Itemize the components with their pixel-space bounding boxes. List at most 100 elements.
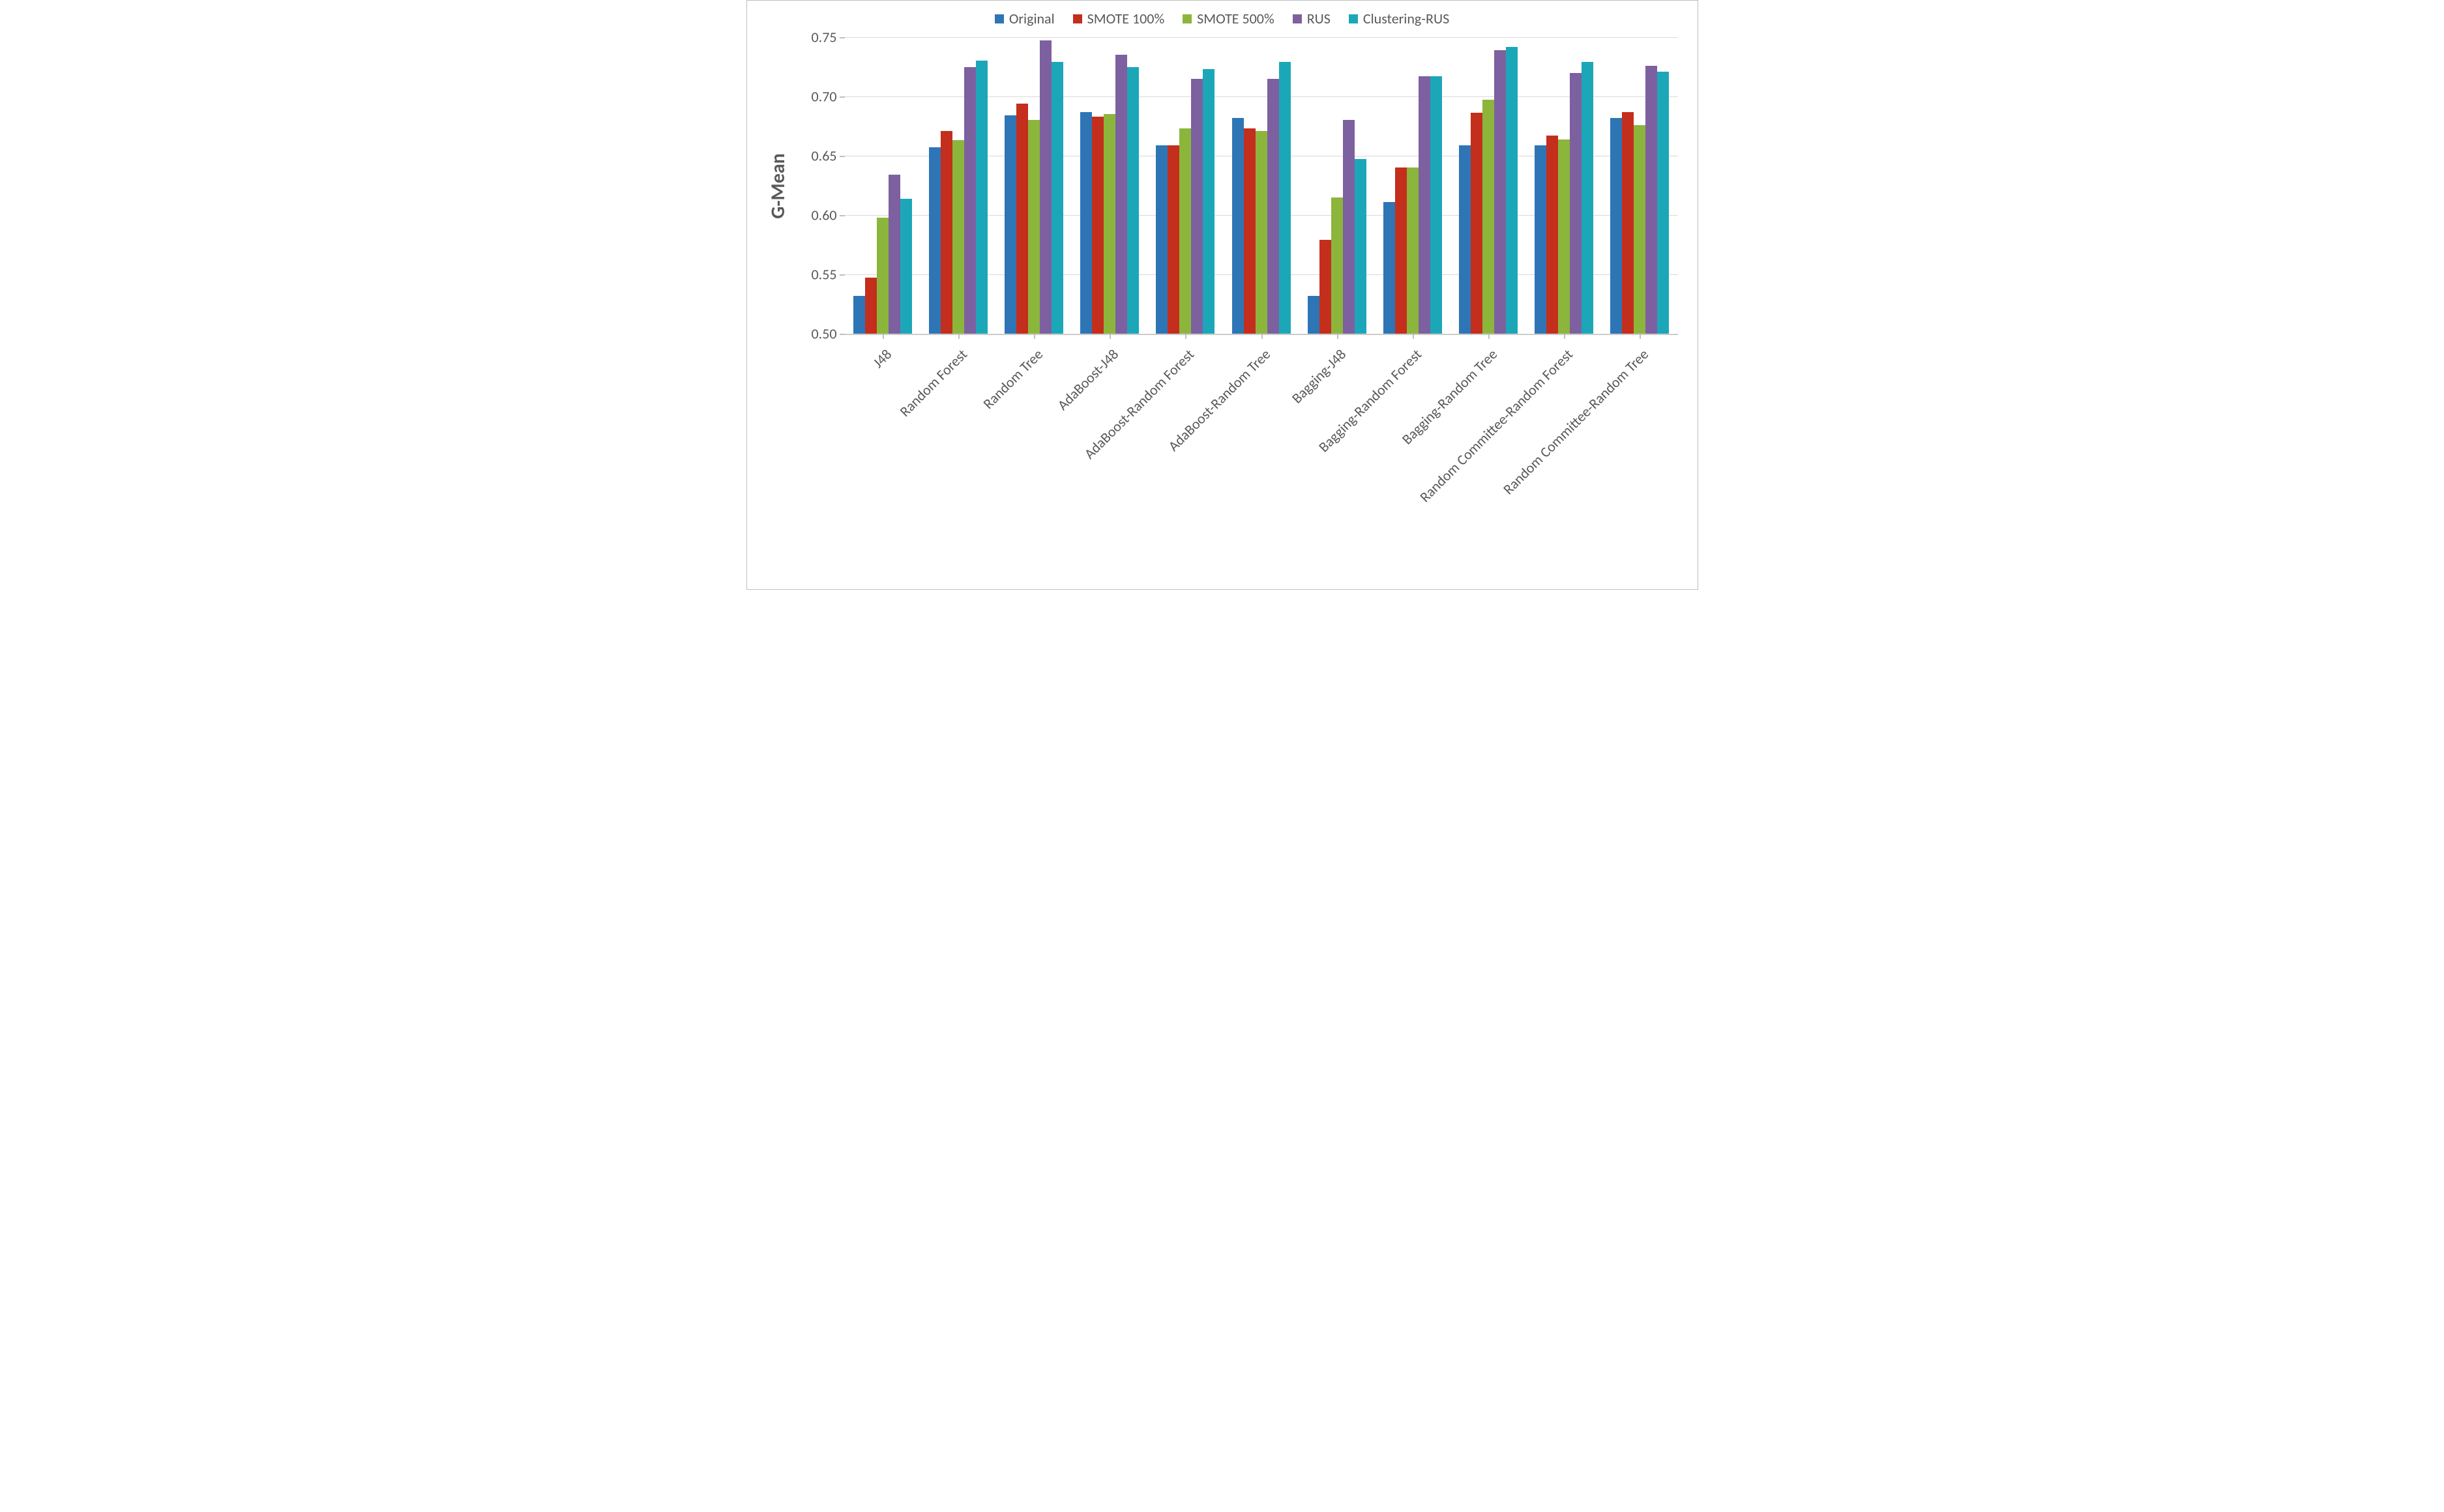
bar-group bbox=[1375, 37, 1450, 334]
legend-label: Clustering-RUS bbox=[1363, 10, 1449, 27]
bar bbox=[1092, 117, 1104, 334]
bar bbox=[1127, 67, 1139, 334]
y-tick-label: 0.50 bbox=[811, 325, 844, 343]
bar bbox=[853, 296, 865, 334]
x-label-slot: Bagging-Random Forest bbox=[1375, 336, 1450, 589]
legend-swatch bbox=[995, 14, 1004, 23]
gmean-chart: Original SMOTE 100% SMOTE 500% RUS Clusterin… bbox=[746, 0, 1698, 590]
x-axis-label: Random Forest bbox=[958, 345, 971, 358]
x-axis-label: Bagging-Random Tree bbox=[1488, 345, 1501, 358]
bar-group bbox=[1526, 37, 1602, 334]
bar bbox=[1256, 131, 1267, 334]
bar bbox=[1459, 145, 1471, 334]
y-tick-label: 0.55 bbox=[811, 266, 844, 284]
bar bbox=[900, 199, 912, 334]
legend-item: Clustering-RUS bbox=[1349, 10, 1449, 27]
bar bbox=[1430, 76, 1442, 334]
y-tick-label: 0.70 bbox=[811, 88, 844, 106]
bar-group bbox=[1602, 37, 1677, 334]
y-tick-label: 0.60 bbox=[811, 207, 844, 224]
bar bbox=[964, 67, 976, 334]
legend-label: RUS bbox=[1307, 10, 1331, 27]
bar bbox=[877, 218, 889, 334]
y-tick-label: 0.75 bbox=[811, 29, 844, 46]
plot-area: 0.500.550.600.650.700.75 bbox=[845, 37, 1678, 335]
x-axis-label: Random Committee-Random Tree bbox=[1640, 345, 1652, 358]
bar bbox=[1232, 118, 1244, 334]
x-label-slot: J48 bbox=[845, 336, 920, 589]
bar bbox=[1494, 50, 1506, 334]
x-axis-label: AdaBoost-J48 bbox=[1110, 345, 1122, 358]
bar bbox=[1052, 62, 1063, 334]
bar bbox=[1308, 296, 1319, 334]
x-axis-label: Bagging-J48 bbox=[1337, 345, 1349, 358]
bar bbox=[865, 278, 877, 334]
x-axis-labels: J48 Random Forest Random Tree AdaBoost-J48 A… bbox=[845, 336, 1678, 589]
x-label-slot: Random Forest bbox=[920, 336, 996, 589]
bar bbox=[1610, 118, 1622, 334]
bar bbox=[1506, 47, 1518, 334]
bar-group bbox=[1450, 37, 1526, 334]
bar bbox=[1279, 62, 1291, 334]
legend-swatch bbox=[1073, 14, 1082, 23]
bar bbox=[1383, 202, 1395, 334]
bar bbox=[941, 131, 952, 334]
bar bbox=[1634, 125, 1645, 334]
bar bbox=[929, 147, 941, 334]
bar bbox=[1179, 128, 1191, 334]
bar bbox=[1331, 197, 1343, 334]
x-label-slot: AdaBoost-J48 bbox=[1072, 336, 1147, 589]
bar-groups bbox=[845, 37, 1678, 334]
x-axis-label: Bagging-Random Forest bbox=[1413, 345, 1425, 358]
bar bbox=[1040, 40, 1052, 334]
x-label-slot: Bagging-J48 bbox=[1299, 336, 1375, 589]
legend-item: RUS bbox=[1293, 10, 1331, 27]
bar bbox=[1558, 139, 1570, 334]
x-label-slot: AdaBoost-Random Tree bbox=[1223, 336, 1299, 589]
bar bbox=[1016, 104, 1028, 334]
bar bbox=[1645, 66, 1657, 334]
bar bbox=[1570, 73, 1582, 334]
bar bbox=[1657, 72, 1669, 334]
legend-swatch bbox=[1349, 14, 1358, 23]
x-label-slot: Random Committee-Random Tree bbox=[1602, 336, 1677, 589]
bar bbox=[1546, 136, 1558, 334]
bar bbox=[1622, 112, 1634, 334]
bar bbox=[1471, 113, 1482, 334]
x-label-slot: Random Tree bbox=[996, 336, 1072, 589]
legend-label: SMOTE 100% bbox=[1087, 10, 1165, 27]
bar bbox=[1407, 167, 1419, 334]
y-tick-label: 0.65 bbox=[811, 147, 844, 165]
legend-swatch bbox=[1293, 14, 1302, 23]
bar-group bbox=[996, 37, 1072, 334]
x-axis-label: Random Committee-Random Forest bbox=[1564, 345, 1576, 358]
bar bbox=[1419, 76, 1430, 334]
legend-item: SMOTE 500% bbox=[1183, 10, 1274, 27]
bar bbox=[1028, 120, 1040, 334]
legend-label: Original bbox=[1009, 10, 1055, 27]
bar bbox=[1203, 69, 1215, 334]
bar bbox=[1104, 114, 1115, 334]
legend-item: Original bbox=[995, 10, 1055, 27]
y-axis-title-text: G-Mean bbox=[766, 153, 790, 219]
bar bbox=[1482, 100, 1494, 334]
bar-group bbox=[845, 37, 920, 334]
bar bbox=[1355, 159, 1366, 334]
x-axis-label: AdaBoost-Random Forest bbox=[1185, 345, 1198, 358]
bar-group bbox=[1072, 37, 1147, 334]
bar bbox=[1156, 145, 1168, 334]
legend-item: SMOTE 100% bbox=[1073, 10, 1165, 27]
legend-label: SMOTE 500% bbox=[1197, 10, 1274, 27]
bar-group bbox=[1147, 37, 1223, 334]
x-axis-label: J48 bbox=[883, 345, 895, 358]
bar bbox=[1395, 167, 1407, 334]
x-axis-label: AdaBoost-Random Tree bbox=[1261, 345, 1274, 358]
bar bbox=[1343, 120, 1355, 334]
x-label-slot: AdaBoost-Random Forest bbox=[1147, 336, 1223, 589]
bar bbox=[1244, 128, 1256, 334]
x-axis-label: Random Tree bbox=[1034, 345, 1046, 358]
bar-group bbox=[1223, 37, 1299, 334]
bar bbox=[1080, 112, 1092, 334]
bar bbox=[1191, 79, 1203, 334]
bar bbox=[1582, 62, 1593, 334]
